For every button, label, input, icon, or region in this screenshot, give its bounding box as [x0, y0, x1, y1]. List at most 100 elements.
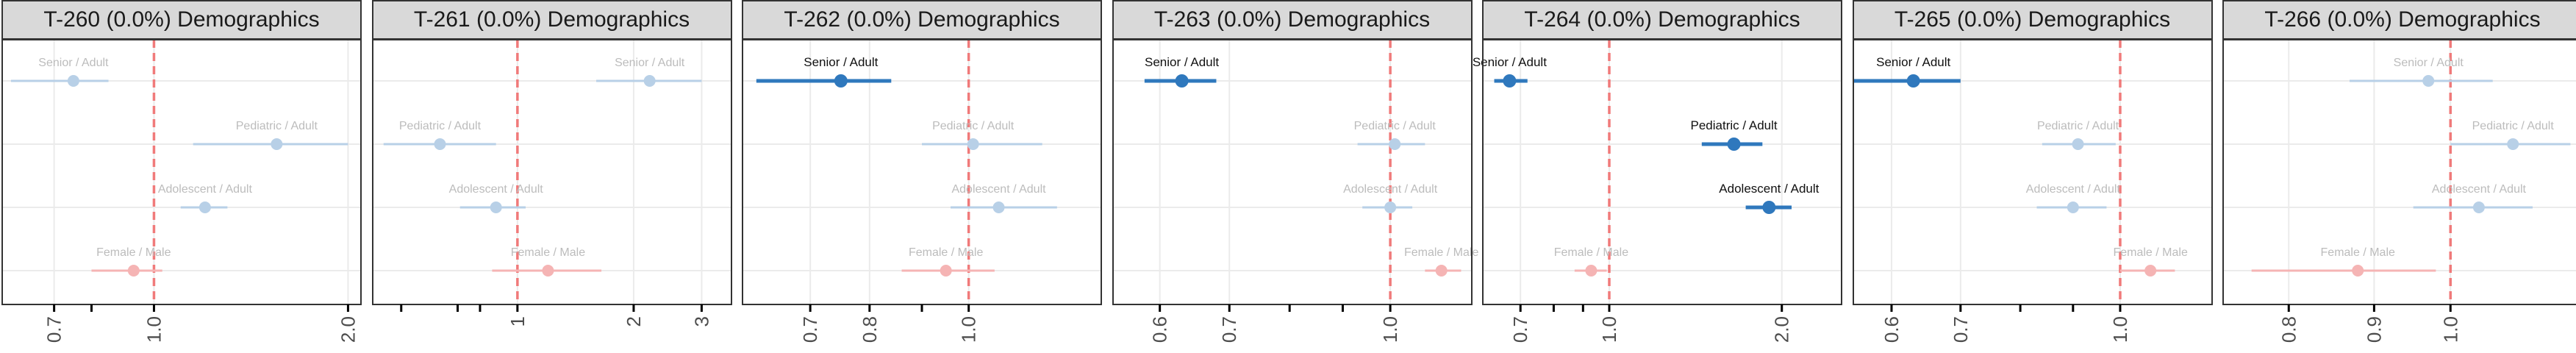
- row-label: Senior / Adult: [38, 57, 109, 69]
- tick-label: 0.6: [1148, 316, 1170, 343]
- point-estimate: [992, 202, 1005, 213]
- point-estimate: [643, 75, 656, 87]
- plot-area: Senior / Adult Pediatric / Adult Adolescen…: [1473, 39, 1842, 343]
- panel-title: T-260 (0.0%) Demographics: [1, 0, 362, 40]
- point-estimate: [490, 202, 502, 213]
- tick-label: 1.0: [143, 316, 165, 343]
- point-estimate: [1906, 74, 1920, 88]
- point-estimate: [2422, 75, 2435, 87]
- plot-area: Senior / Adult Pediatric / Adult Adolescen…: [1852, 39, 2213, 343]
- point-estimate: [1388, 138, 1400, 150]
- tick-label: 1.0: [2108, 316, 2130, 343]
- tick-label: 0.7: [1509, 316, 1531, 343]
- tick-label: 1.0: [1598, 316, 1620, 343]
- tick-label: 0.6: [1880, 316, 1902, 343]
- row-label: Adolescent / Adult: [951, 183, 1046, 196]
- row-label: Adolescent / Adult: [1343, 183, 1438, 196]
- panel-border: [1482, 39, 1842, 305]
- tick-label: 2.0: [337, 316, 359, 343]
- point-estimate: [271, 138, 283, 150]
- forest-panel: T-266 (0.0%) Demographics Senior / Adult P…: [2222, 0, 2576, 353]
- row-label: Adolescent / Adult: [448, 183, 543, 196]
- row-label: Adolescent / Adult: [2025, 183, 2120, 196]
- point-estimate: [2472, 202, 2485, 213]
- row-label: Female / Male: [1403, 246, 1478, 259]
- point-estimate: [198, 202, 211, 213]
- point-estimate: [1585, 265, 1598, 277]
- forest-panel: T-260 (0.0%) Demographics Senior / Adult P…: [1, 0, 362, 353]
- row-label: Senior / Adult: [804, 55, 878, 69]
- row-label: Adolescent / Adult: [2432, 183, 2527, 196]
- panel-title: T-261 (0.0%) Demographics: [371, 0, 732, 40]
- tick-label: 0.7: [799, 316, 821, 343]
- row-label: Senior / Adult: [615, 57, 685, 69]
- tick-label: 1.0: [958, 316, 980, 343]
- point-estimate: [2352, 265, 2364, 277]
- point-estimate: [1384, 202, 1396, 213]
- row-label: Female / Male: [96, 246, 171, 259]
- panel-title: T-266 (0.0%) Demographics: [2222, 0, 2576, 40]
- plot-area: Senior / Adult Pediatric / Adult Adolescen…: [1, 39, 362, 343]
- point-estimate: [2072, 138, 2084, 150]
- panel-border: [2222, 39, 2576, 305]
- row-label: Pediatric / Adult: [932, 120, 1015, 132]
- tick-label: 2.0: [1771, 316, 1793, 343]
- panel-border: [1, 39, 362, 305]
- row-label: Senior / Adult: [1145, 55, 1219, 69]
- tick-label: 0.7: [1949, 316, 1971, 343]
- forest-panel: T-265 (0.0%) Demographics Senior / Adult P…: [1852, 0, 2213, 353]
- point-estimate: [1175, 74, 1189, 88]
- tick-label: 1: [506, 316, 528, 327]
- row-label: Senior / Adult: [1876, 55, 1950, 69]
- point-estimate: [2507, 138, 2519, 150]
- point-estimate: [1727, 138, 1741, 151]
- tick-label: 2: [622, 316, 644, 327]
- row-label: Female / Male: [2321, 246, 2395, 259]
- row-label: Pediatric / Adult: [1691, 118, 1778, 132]
- panel-border: [1112, 39, 1473, 305]
- point-estimate: [127, 265, 140, 277]
- forest-panel: T-263 (0.0%) Demographics Senior / Adult P…: [1112, 0, 1478, 353]
- tick-label: 0.7: [1218, 316, 1240, 343]
- tick-label: 0.9: [2363, 316, 2385, 343]
- panel-title: T-264 (0.0%) Demographics: [1482, 0, 1842, 40]
- panel-border: [1852, 39, 2213, 305]
- panel-border: [371, 39, 732, 305]
- tick-label: 3: [690, 316, 712, 327]
- forest-panel: T-261 (0.0%) Demographics Senior / Adult P…: [371, 0, 732, 353]
- tick-label: 0.8: [859, 316, 881, 343]
- row-label: Pediatric / Adult: [2472, 120, 2555, 132]
- forest-panel: T-264 (0.0%) Demographics Senior / Adult P…: [1473, 0, 1842, 353]
- plot-area: Senior / Adult Pediatric / Adult Adolescen…: [2222, 39, 2576, 343]
- plot-area: Senior / Adult Pediatric / Adult Adolescen…: [371, 39, 732, 327]
- point-estimate: [2067, 202, 2079, 213]
- row-label: Female / Male: [510, 246, 584, 259]
- tick-label: 0.7: [43, 316, 65, 343]
- point-estimate: [940, 265, 952, 277]
- tick-label: 1.0: [2439, 316, 2461, 343]
- row-label: Adolescent / Adult: [158, 183, 253, 196]
- point-estimate: [967, 138, 979, 150]
- tick-label: 1.0: [1379, 316, 1401, 343]
- point-estimate: [541, 265, 554, 277]
- row-label: Pediatric / Adult: [2036, 120, 2119, 132]
- row-label: Senior / Adult: [2394, 57, 2464, 69]
- point-estimate: [2144, 265, 2156, 277]
- point-estimate: [67, 75, 79, 87]
- point-estimate: [1762, 201, 1776, 214]
- point-estimate: [433, 138, 446, 150]
- plot-area: Senior / Adult Pediatric / Adult Adolescen…: [1112, 39, 1478, 343]
- point-estimate: [1503, 74, 1517, 88]
- plot-area: Senior / Adult Pediatric / Adult Adolescen…: [742, 39, 1102, 343]
- row-label: Senior / Adult: [1473, 55, 1547, 69]
- row-label: Pediatric / Adult: [236, 120, 318, 132]
- row-label: Adolescent / Adult: [1719, 182, 1819, 196]
- point-estimate: [834, 74, 848, 88]
- panel-title: T-263 (0.0%) Demographics: [1112, 0, 1473, 40]
- panel-title: T-262 (0.0%) Demographics: [742, 0, 1102, 40]
- row-label: Female / Male: [1554, 246, 1628, 259]
- point-estimate: [1435, 265, 1448, 277]
- row-label: Pediatric / Adult: [398, 120, 481, 132]
- panel-title: T-265 (0.0%) Demographics: [1852, 0, 2213, 40]
